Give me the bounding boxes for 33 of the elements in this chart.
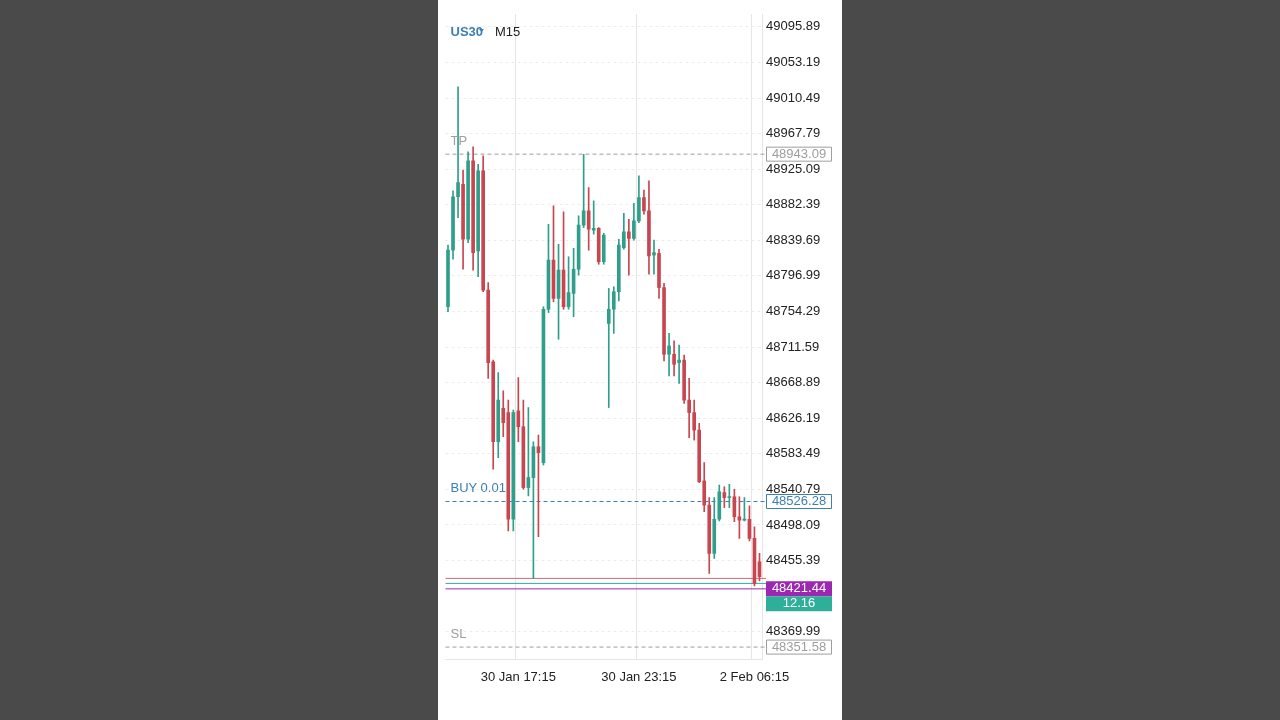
x-tick-label: 30 Jan 23:15 xyxy=(601,668,677,684)
y-tick-label: 48796.99 xyxy=(766,267,821,283)
y-tick-label: 48540.79 xyxy=(766,480,821,496)
y-tick-label: 48668.89 xyxy=(766,374,821,390)
y-tick-label: 48498.09 xyxy=(766,516,821,532)
y-tick-label: 48967.79 xyxy=(766,125,821,141)
text: US30 xyxy=(450,23,484,39)
y-tick-label: 48882.39 xyxy=(766,196,821,212)
y-tick-label: 48455.39 xyxy=(766,552,821,568)
y-tick-label: 49053.19 xyxy=(766,54,821,69)
ref-line-label: SL xyxy=(450,625,467,641)
y-tick-label: 49010.49 xyxy=(766,89,821,105)
y-tick-label: 48583.49 xyxy=(766,445,821,461)
y-tick-label: 48711.59 xyxy=(766,338,820,354)
x-tick-label: 2 Feb 06:15 xyxy=(719,668,790,684)
text: 48526.28 xyxy=(771,493,827,509)
x-tick-label: 30 Jan 17:15 xyxy=(480,668,556,684)
ref-line-label: BUY 0.01 xyxy=(450,480,506,496)
text: M15 xyxy=(495,23,521,39)
y-tick-label: 48839.69 xyxy=(766,231,821,247)
candlestick xyxy=(627,218,631,276)
candlestick xyxy=(652,239,656,275)
candlestick xyxy=(677,344,681,384)
text: 12.16 xyxy=(782,595,816,611)
text: 48351.58 xyxy=(771,638,827,654)
text: 48943.09 xyxy=(771,145,827,161)
y-tick-label: 49095.89 xyxy=(766,18,821,34)
candlestick xyxy=(667,333,671,377)
y-tick-label: 48754.29 xyxy=(766,303,821,319)
y-tick-label: 48626.19 xyxy=(766,409,821,425)
y-tick-label: 48369.99 xyxy=(766,623,821,639)
text: 48421.44 xyxy=(771,580,827,596)
y-tick-label: 48925.09 xyxy=(766,160,821,176)
